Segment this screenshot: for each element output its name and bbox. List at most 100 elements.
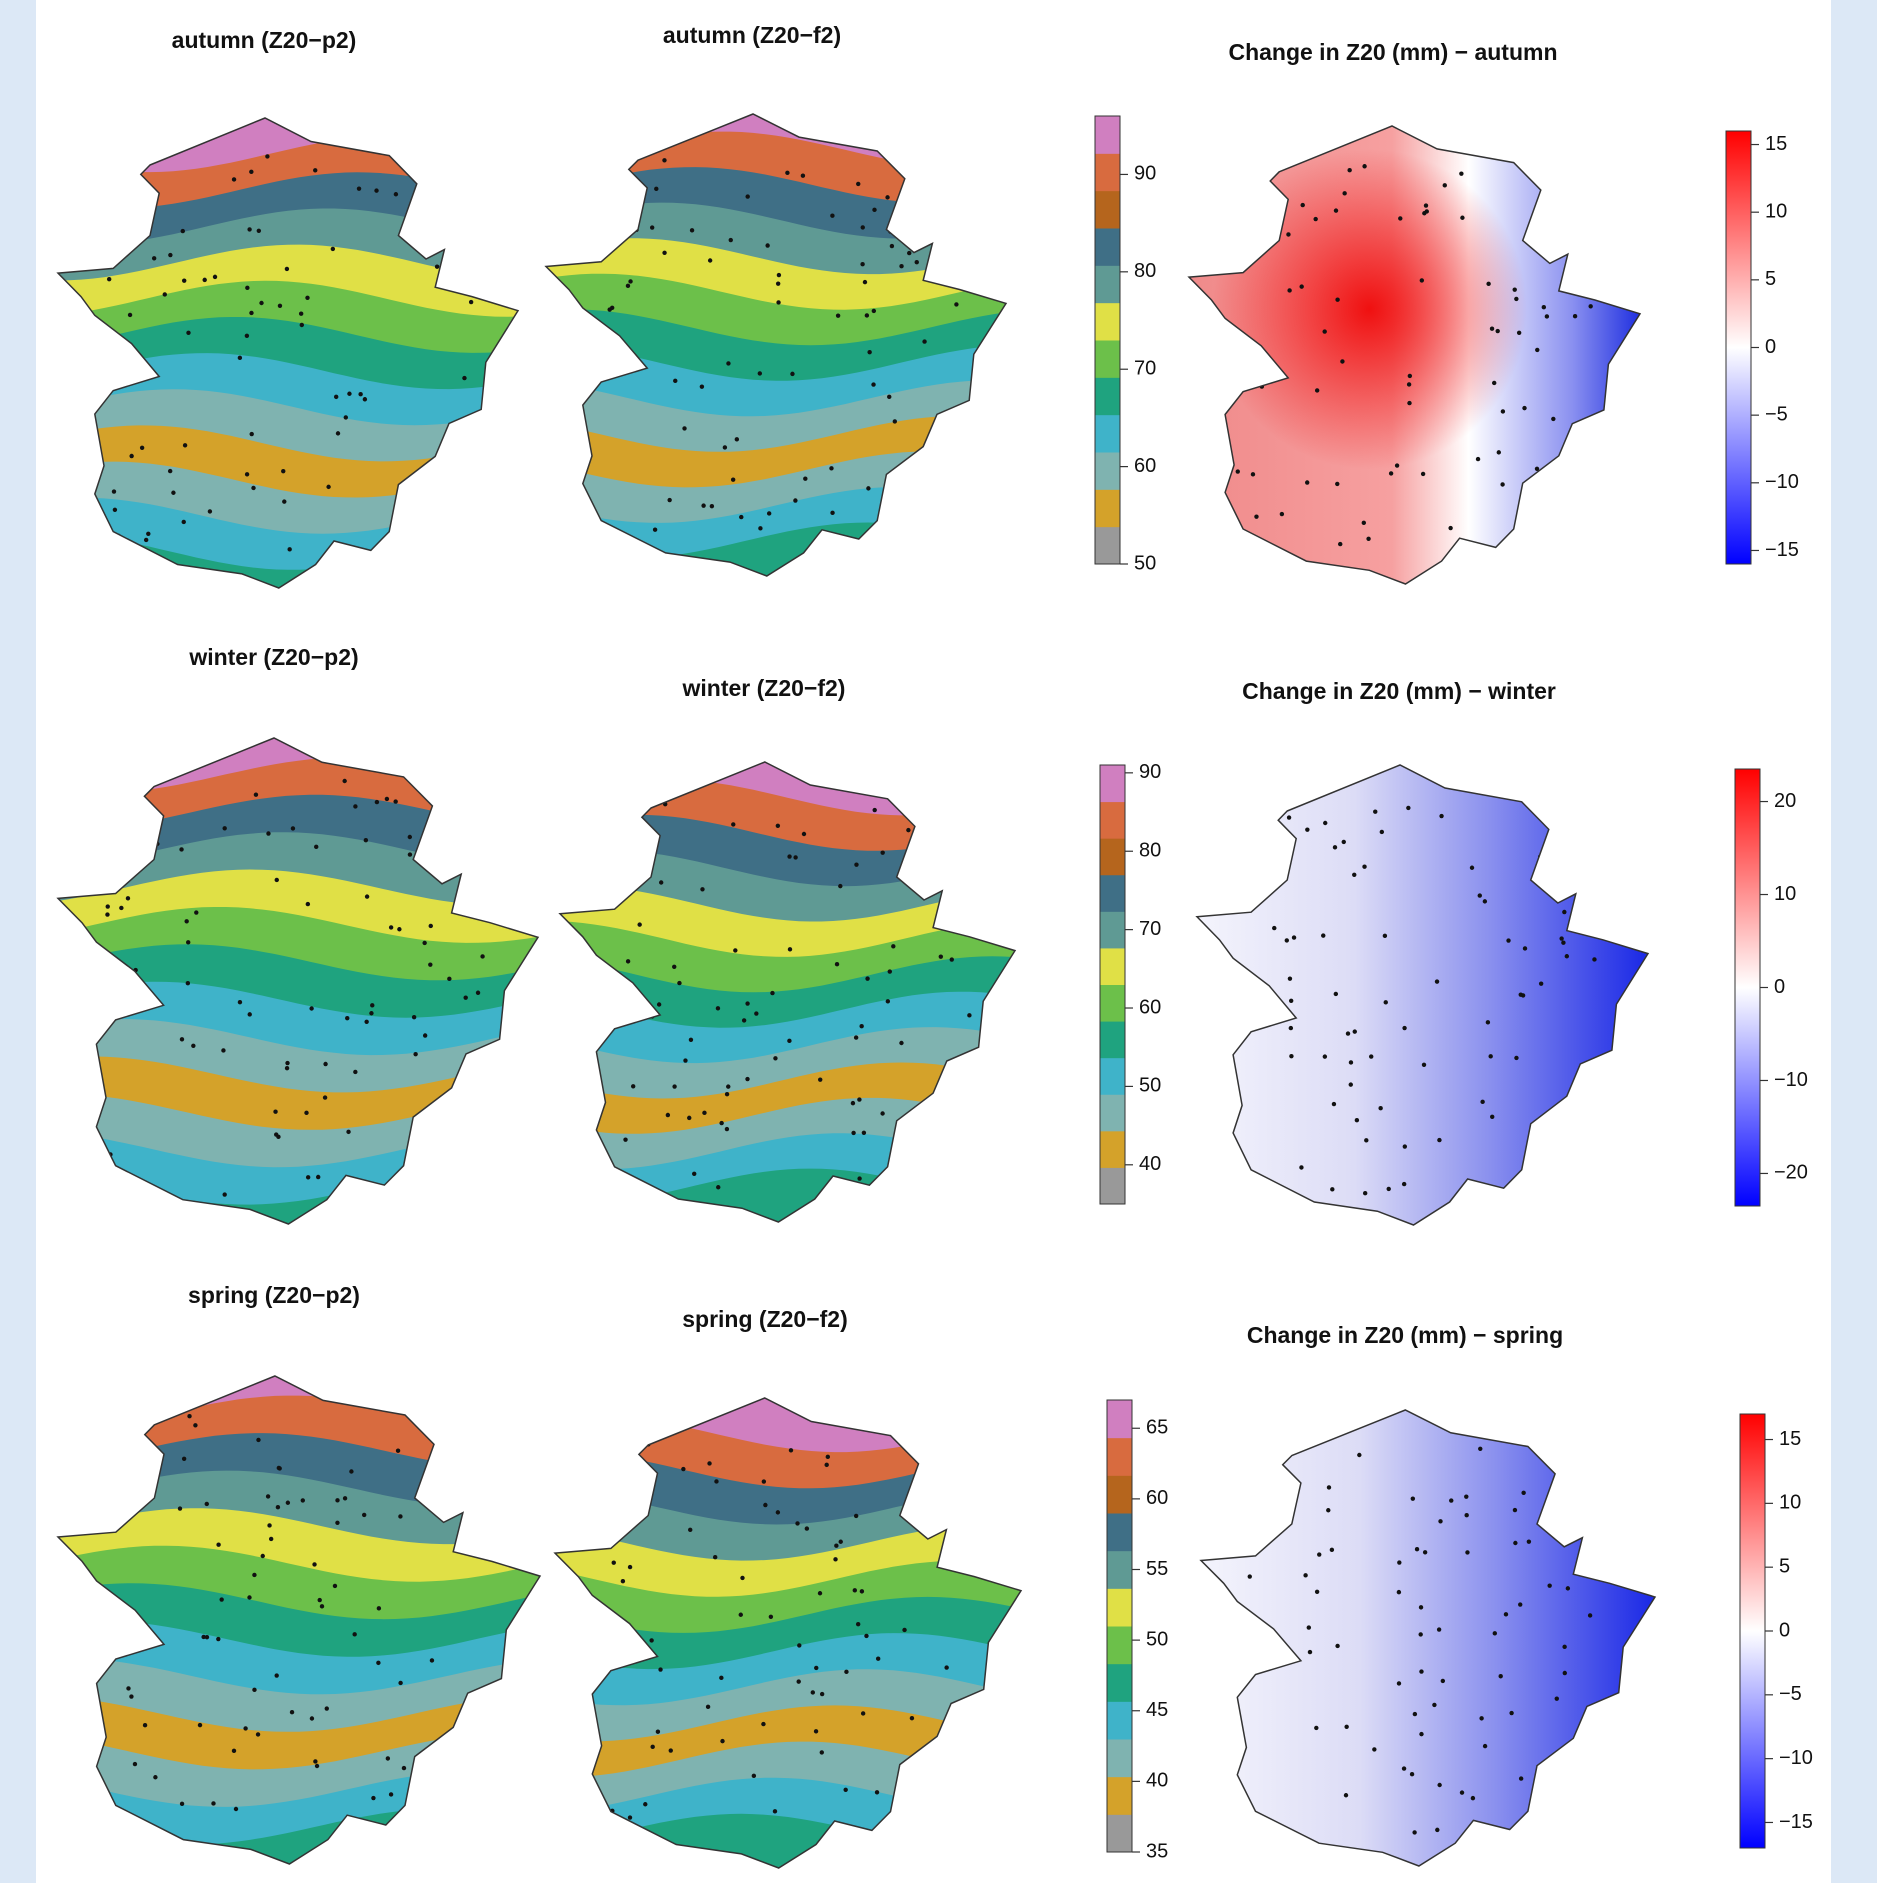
station-dot: [219, 1597, 223, 1601]
station-dot: [430, 1658, 434, 1662]
station-dot: [1349, 1060, 1353, 1064]
station-dot: [213, 275, 217, 279]
station-dot: [234, 1807, 238, 1811]
station-dot: [1588, 1613, 1592, 1617]
station-dot: [1435, 1828, 1439, 1832]
station-dot: [375, 800, 379, 804]
station-dot: [144, 538, 148, 542]
station-dot: [306, 1175, 310, 1179]
station-dot: [851, 1131, 855, 1135]
station-dot: [198, 1723, 202, 1727]
station-dot: [967, 1013, 971, 1017]
station-dot: [376, 1661, 380, 1665]
station-dot: [1272, 926, 1276, 930]
station-dot: [860, 1589, 864, 1593]
station-dot: [796, 1679, 800, 1683]
station-dot: [1521, 1491, 1525, 1495]
station-dot: [725, 1127, 729, 1131]
station-dot: [353, 1070, 357, 1074]
station-dot: [290, 1710, 294, 1714]
station-dot: [830, 511, 834, 515]
station-dot: [422, 941, 426, 945]
station-dot: [851, 1101, 855, 1105]
station-dot: [1299, 1165, 1303, 1169]
station-dot: [1421, 472, 1425, 476]
station-dot: [267, 1523, 271, 1527]
colorbar-segment: [1100, 1167, 1125, 1204]
station-dot: [729, 238, 733, 242]
colorbar-segment: [1100, 875, 1125, 912]
station-dot: [285, 1066, 289, 1070]
panel-title: autumn (Z20−f2): [663, 22, 841, 48]
station-dot: [205, 1502, 209, 1506]
colorbar-tick-label: −15: [1779, 1811, 1813, 1833]
station-dot: [653, 528, 657, 532]
station-dot: [656, 1730, 660, 1734]
station-dot: [745, 1077, 749, 1081]
station-dot: [256, 1438, 260, 1442]
station-dot: [202, 278, 206, 282]
station-dot: [1402, 1182, 1406, 1186]
station-dot: [273, 1110, 277, 1114]
station-dot: [1353, 1029, 1357, 1033]
station-dot: [829, 466, 833, 470]
station-dot: [275, 878, 279, 882]
station-dot: [740, 1576, 744, 1580]
station-dot: [739, 1613, 743, 1617]
station-dot: [1476, 457, 1480, 461]
station-dot: [364, 1020, 368, 1024]
station-dot: [623, 1137, 627, 1141]
station-dot: [682, 426, 686, 430]
station-dot: [252, 1573, 256, 1577]
station-dot: [1287, 815, 1291, 819]
station-dot: [1408, 374, 1412, 378]
colorbar-tick-label: −5: [1779, 1683, 1802, 1705]
station-dot: [758, 526, 762, 530]
page: {"rows": [ {"p2_title": "autumn (Z20−p2)…: [0, 0, 1877, 1883]
station-dot: [1497, 450, 1501, 454]
station-dot: [397, 927, 401, 931]
station-dot: [801, 173, 805, 177]
station-dot: [944, 1665, 948, 1669]
colorbar-tick-label: 10: [1779, 1492, 1801, 1514]
station-dot: [1285, 938, 1289, 942]
station-dot: [1307, 1625, 1311, 1629]
station-dot: [309, 1006, 313, 1010]
colorbar-tick-label: 50: [1146, 1628, 1168, 1650]
station-dot: [1335, 482, 1339, 486]
station-dot: [1369, 1054, 1373, 1058]
station-dot: [866, 486, 870, 490]
station-dot: [1338, 542, 1342, 546]
station-dot: [818, 1077, 822, 1081]
colorbar-segment: [1095, 415, 1120, 453]
station-dot: [826, 1455, 830, 1459]
station-dot: [673, 379, 677, 383]
station-dot: [480, 954, 484, 958]
station-dot: [412, 1015, 416, 1019]
station-dot: [1513, 1508, 1517, 1512]
station-dot: [1402, 1766, 1406, 1770]
station-dot: [119, 906, 123, 910]
station-dot: [1362, 164, 1366, 168]
station-dot: [1323, 821, 1327, 825]
station-dot: [335, 1521, 339, 1525]
station-dot: [216, 1543, 220, 1547]
station-dot: [1323, 1054, 1327, 1058]
station-dot: [1313, 217, 1317, 221]
station-dot: [346, 1130, 350, 1134]
station-dot: [245, 472, 249, 476]
station-dot: [1448, 526, 1452, 530]
colorbar-tick-label: 0: [1765, 336, 1776, 358]
colorbar-segment: [1095, 340, 1120, 378]
station-dot: [113, 508, 117, 512]
station-dot: [193, 1423, 197, 1427]
station-dot: [1315, 1590, 1319, 1594]
station-dot: [182, 278, 186, 282]
station-dot: [726, 1084, 730, 1088]
station-dot: [180, 1802, 184, 1806]
station-dot: [349, 1469, 353, 1473]
station-dot: [907, 251, 911, 255]
station-dot: [610, 306, 614, 310]
colorbar-tick-label: 5: [1765, 268, 1776, 290]
colorbar-segment: [1095, 265, 1120, 303]
